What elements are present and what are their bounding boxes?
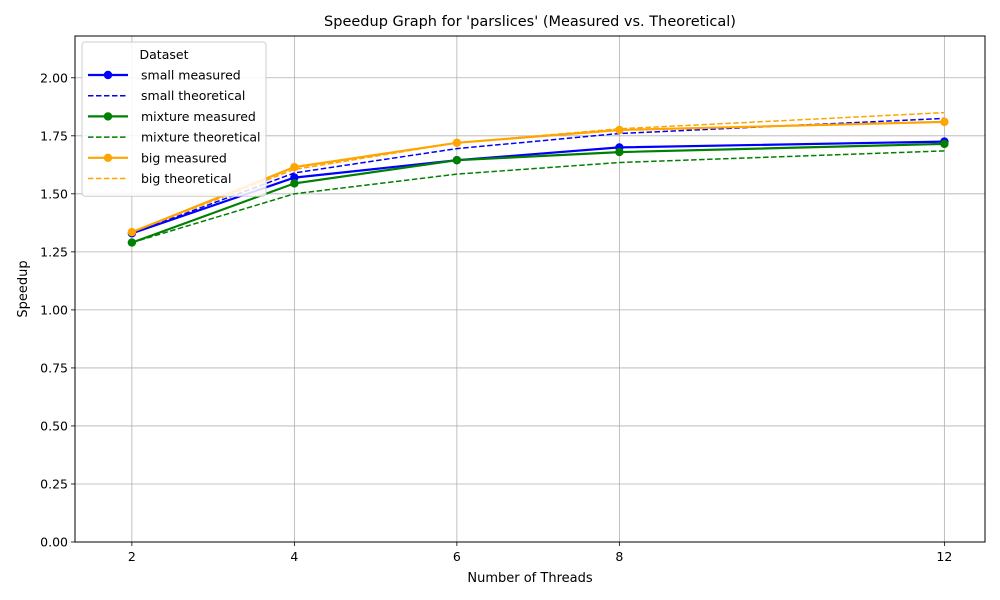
data-point-mixture-measured bbox=[452, 155, 462, 165]
legend-marker-big-measured bbox=[103, 153, 113, 162]
series-mixture-theoretical bbox=[131, 150, 945, 244]
legend-marker-small-measured bbox=[103, 70, 113, 80]
data-point-big-measured bbox=[940, 117, 949, 127]
data-point-mixture-measured bbox=[940, 139, 949, 149]
y-axis: 0.00 0.25 0.50 0.75 1.00 1.25 1.50 1.75 2.00 bbox=[40, 70, 75, 550]
y-axis-label: Speedup bbox=[16, 260, 31, 317]
x-tick-label: 4 bbox=[290, 549, 298, 564]
legend-label-big-theoretical: big theoretical bbox=[141, 171, 231, 186]
series-line-mixture-theoretical bbox=[131, 150, 945, 244]
chart-title: Speedup Graph for 'parslices' (Measured … bbox=[324, 14, 736, 30]
x-tick-label: 6 bbox=[453, 549, 461, 564]
legend-label-small-theoretical: small theoretical bbox=[141, 88, 245, 103]
legend-marker-mixture-measured bbox=[103, 112, 113, 121]
y-tick-label: 0.00 bbox=[40, 535, 68, 550]
data-point-big-measured bbox=[127, 227, 137, 237]
y-tick-label: 1.50 bbox=[40, 186, 68, 201]
legend-entry-small-theoretical: small theoretical bbox=[88, 88, 245, 103]
x-axis-label: Number of Threads bbox=[467, 571, 592, 586]
legend-label-small-measured: small measured bbox=[141, 68, 241, 83]
x-tick-label: 2 bbox=[128, 549, 136, 564]
x-axis: 2 4 6 8 12 bbox=[128, 542, 952, 564]
y-tick-label: 0.50 bbox=[40, 418, 68, 433]
y-tick-label: 1.75 bbox=[40, 128, 68, 143]
series-mixture-measured bbox=[127, 139, 949, 247]
y-tick-label: 1.25 bbox=[40, 244, 68, 259]
plot-frame bbox=[74, 35, 986, 543]
legend: Dataset small measured small theoretical mi… bbox=[81, 41, 267, 197]
y-tick-label: 1.00 bbox=[40, 302, 68, 317]
legend-entry-big-measured: big measured bbox=[88, 150, 227, 165]
legend-label-big-measured: big measured bbox=[141, 150, 227, 165]
legend-title: Dataset bbox=[140, 47, 189, 62]
legend-entry-mixture-measured: mixture measured bbox=[88, 109, 256, 124]
data-point-big-measured bbox=[615, 125, 624, 135]
y-tick-label: 0.75 bbox=[40, 360, 68, 375]
y-tick-label: 0.25 bbox=[40, 476, 68, 491]
legend-entry-big-theoretical: big theoretical bbox=[88, 171, 231, 186]
legend-entry-mixture-theoretical: mixture theoretical bbox=[88, 130, 261, 145]
data-point-mixture-measured bbox=[615, 147, 624, 157]
data-point-mixture-measured bbox=[290, 179, 299, 188]
y-tick-label: 2.00 bbox=[40, 70, 68, 85]
legend-label-mixture-theoretical: mixture theoretical bbox=[141, 130, 261, 145]
x-tick-label: 8 bbox=[615, 549, 623, 564]
data-point-small-measured bbox=[290, 173, 299, 182]
legend-entry-small-measured: small measured bbox=[88, 68, 241, 83]
x-tick-label: 12 bbox=[936, 549, 952, 564]
legend-label-mixture-measured: mixture measured bbox=[141, 109, 256, 124]
data-point-mixture-measured bbox=[127, 238, 137, 247]
